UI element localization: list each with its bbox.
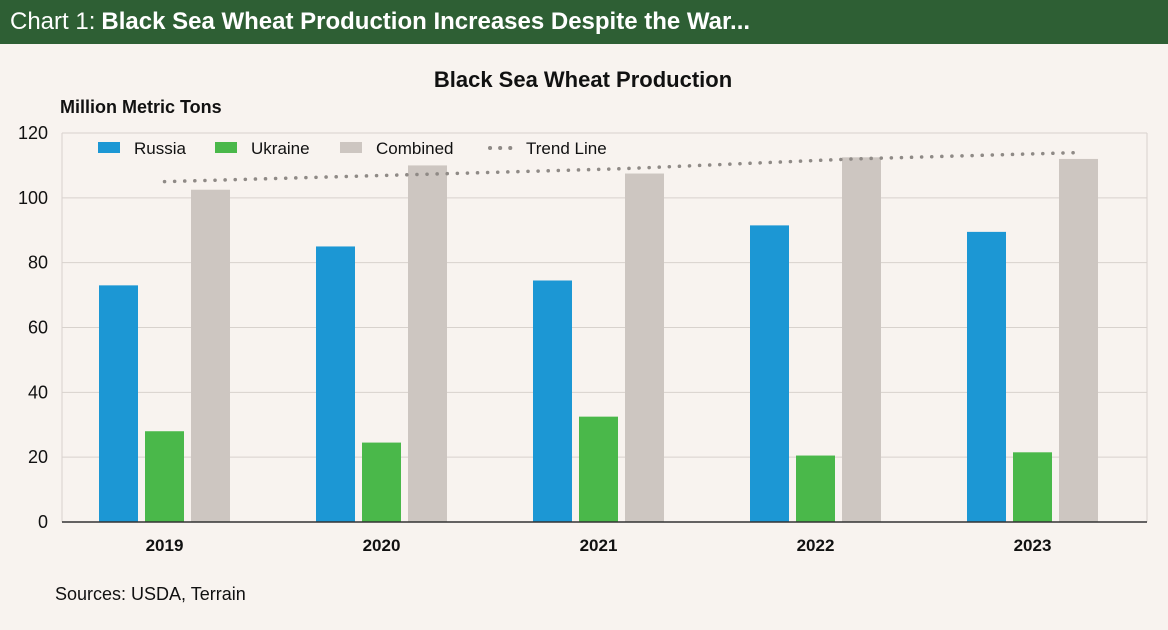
legend-swatch-russia: [98, 142, 120, 153]
bar-combined-2023: [1059, 158, 1098, 522]
bar-combined-2022: [842, 157, 881, 522]
chart-header: Chart 1: Black Sea Wheat Production Incr…: [0, 0, 1168, 44]
x-tick-label: 2022: [797, 536, 835, 555]
y-tick-label: 40: [28, 382, 48, 402]
x-tick-label: 2019: [146, 536, 184, 555]
legend-label: Russia: [134, 139, 187, 158]
bar-ukraine-2022: [796, 455, 835, 522]
x-tick-label: 2020: [363, 536, 401, 555]
trend-line-path: [162, 150, 1085, 184]
bar-ukraine-2020: [362, 442, 401, 522]
legend-label: Combined: [376, 139, 454, 158]
header-prefix: Chart 1:: [10, 8, 96, 35]
x-tick-label: 2021: [580, 536, 618, 555]
bar-russia-2021: [533, 280, 572, 522]
bar-russia-2022: [750, 225, 789, 522]
y-axis-label: Million Metric Tons: [60, 97, 222, 117]
bars: [99, 157, 1098, 523]
chart-title: Black Sea Wheat Production: [434, 67, 732, 92]
bar-combined-2021: [625, 173, 664, 523]
axes: 0 20 40 60 80 100 120 2019 2020 2021 2022 2023: [18, 123, 1147, 555]
legend-swatch-combined: [340, 142, 362, 153]
bar-russia-2023: [967, 231, 1006, 522]
y-tick-label: 80: [28, 253, 48, 273]
bar-ukraine-2019: [145, 431, 184, 522]
legend-label: Trend Line: [526, 139, 607, 158]
bar-combined-2019: [191, 189, 230, 522]
source-note: Sources: USDA, Terrain: [55, 584, 246, 604]
bar-ukraine-2023: [1013, 452, 1052, 522]
y-tick-label: 0: [38, 512, 48, 532]
x-tick-label: 2023: [1014, 536, 1052, 555]
y-tick-label: 100: [18, 188, 48, 208]
legend: Russia Ukraine Combined Trend Line: [98, 139, 607, 158]
legend-swatch-ukraine: [215, 142, 237, 153]
trend-line: [162, 150, 1085, 184]
bar-russia-2019: [99, 285, 138, 522]
legend-label: Ukraine: [251, 139, 310, 158]
bar-russia-2020: [316, 246, 355, 523]
bar-ukraine-2021: [579, 416, 618, 522]
y-tick-label: 60: [28, 318, 48, 338]
y-tick-label: 120: [18, 123, 48, 143]
y-tick-label: 20: [28, 447, 48, 467]
header-title: Black Sea Wheat Production Increases Des…: [101, 8, 751, 35]
bar-combined-2020: [408, 165, 447, 522]
